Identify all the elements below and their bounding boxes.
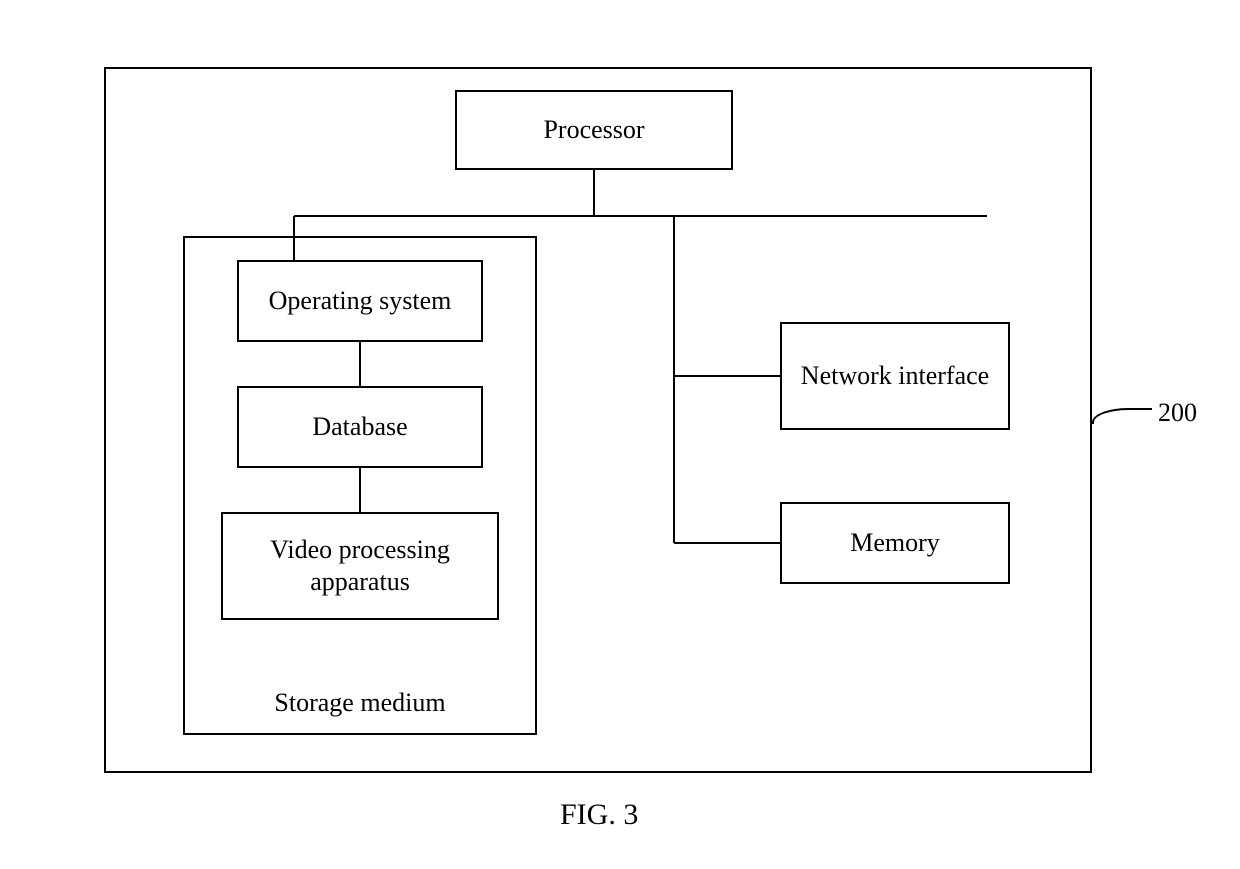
node-database: Database [237, 386, 483, 468]
node-operating_system: Operating system [237, 260, 483, 342]
edge-4 [359, 468, 361, 512]
edge-2 [293, 216, 295, 260]
edge-1 [294, 215, 987, 217]
lead-line [1092, 408, 1152, 424]
edge-3 [359, 342, 361, 386]
edge-0 [593, 170, 595, 216]
node-network_interface: Network interface [780, 322, 1010, 430]
node-memory: Memory [780, 502, 1010, 584]
node-video_apparatus: Video processing apparatus [221, 512, 499, 620]
node-processor: Processor [455, 90, 733, 170]
edge-6 [674, 375, 780, 377]
reference-number: 200 [1158, 398, 1197, 428]
edge-5 [673, 216, 675, 543]
figure-caption: FIG. 3 [560, 798, 638, 832]
edge-7 [674, 542, 780, 544]
node-storage_medium-label: Storage medium [183, 688, 537, 718]
